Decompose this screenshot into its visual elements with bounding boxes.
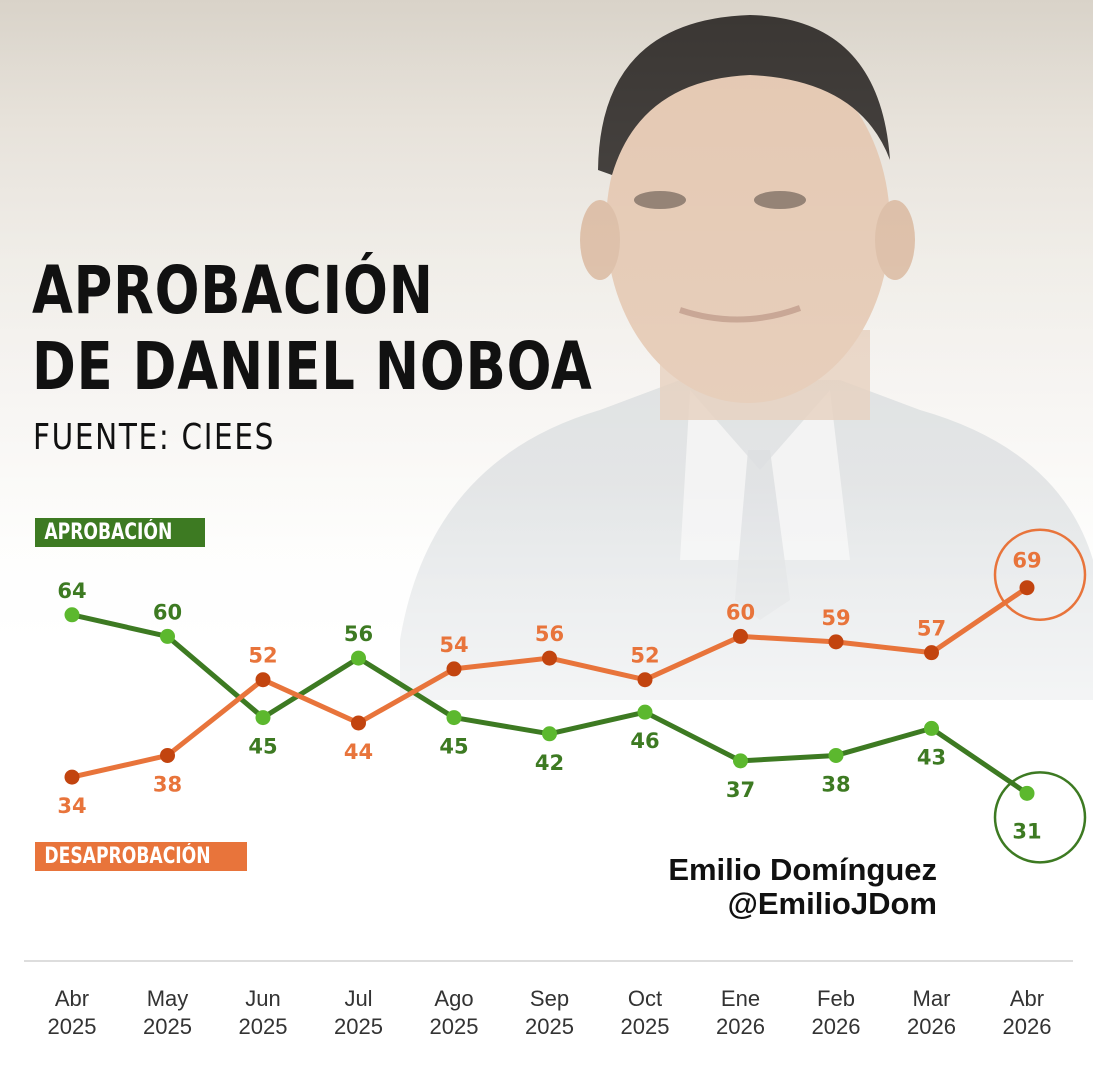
data-label-approval: 42: [535, 751, 564, 775]
x-tick-month: Jun: [245, 986, 280, 1011]
x-tick-year: 2026: [907, 1014, 956, 1039]
legend-approval: APROBACIÓN: [35, 518, 205, 547]
point-disapproval: [446, 661, 462, 677]
point-approval: [160, 628, 175, 644]
point-disapproval: [637, 672, 653, 688]
data-label-disapproval: 69: [1012, 549, 1041, 573]
x-tick-year: 2026: [812, 1014, 861, 1039]
x-tick-year: 2026: [1003, 1014, 1052, 1039]
data-label-disapproval: 54: [439, 633, 468, 657]
point-approval: [924, 720, 939, 736]
x-tick-month: Jul: [344, 986, 372, 1011]
point-disapproval: [542, 650, 557, 666]
highlight-ring-approval: [993, 771, 1087, 864]
data-label-approval: 37: [726, 778, 755, 802]
point-approval: [542, 726, 557, 742]
x-tick-year: 2025: [621, 1014, 670, 1039]
x-tick-year: 2025: [143, 1014, 192, 1039]
legend-disapproval: DESAPROBACIÓN: [35, 842, 247, 871]
x-tick-month: Abr: [55, 986, 89, 1011]
chart-title-line-1: APROBACIÓN: [32, 252, 434, 329]
data-label-approval: 38: [821, 772, 850, 796]
source-label: FUENTE: CIEES: [33, 417, 276, 458]
highlight-ring-disapproval: [993, 528, 1087, 621]
point-disapproval: [160, 747, 175, 763]
x-tick-month: May: [147, 986, 189, 1011]
point-disapproval: [828, 634, 844, 650]
legend-approval-label: APROBACIÓN: [44, 520, 173, 545]
x-tick-month: Abr: [1010, 986, 1044, 1011]
data-label-approval: 43: [917, 745, 946, 769]
point-disapproval: [733, 628, 748, 644]
data-label-disapproval: 52: [630, 644, 659, 668]
point-disapproval: [64, 769, 80, 785]
data-label-approval: 45: [439, 735, 468, 759]
x-tick-month: Ago: [434, 986, 473, 1011]
x-tick-year: 2025: [239, 1014, 288, 1039]
point-disapproval: [351, 715, 366, 731]
x-tick-year: 2026: [716, 1014, 765, 1039]
author-name: Emilio Domínguez: [668, 852, 937, 887]
data-label-approval: 64: [57, 579, 86, 603]
x-tick-month: Oct: [628, 986, 662, 1011]
data-label-approval: 60: [153, 600, 182, 624]
data-label-approval: 46: [630, 729, 659, 753]
chart-title-line-2: DE DANIEL NOBOA: [32, 328, 593, 405]
x-tick-month: Sep: [530, 986, 569, 1011]
point-approval: [446, 710, 462, 726]
x-tick-month: Mar: [913, 986, 951, 1011]
data-label-disapproval: 38: [153, 772, 182, 796]
data-label-disapproval: 34: [57, 794, 86, 818]
data-label-disapproval: 57: [917, 617, 946, 641]
x-tick-year: 2025: [48, 1014, 97, 1039]
point-approval: [64, 607, 80, 623]
point-approval: [1019, 785, 1035, 801]
data-label-approval: 31: [1012, 819, 1041, 843]
point-approval: [733, 753, 748, 769]
data-label-disapproval: 52: [248, 644, 277, 668]
x-tick-year: 2025: [525, 1014, 574, 1039]
x-tick-month: Feb: [817, 986, 855, 1011]
author-handle: @EmilioJDom: [727, 886, 937, 921]
point-approval: [637, 704, 653, 720]
legend-disapproval-label: DESAPROBACIÓN: [44, 844, 211, 869]
x-tick-year: 2025: [334, 1014, 383, 1039]
data-label-disapproval: 59: [821, 606, 850, 630]
point-disapproval: [1019, 580, 1035, 596]
series-line-disapproval: [69, 585, 1030, 780]
data-label-approval: 45: [248, 735, 277, 759]
data-label-disapproval: 60: [726, 600, 755, 624]
point-approval: [255, 710, 271, 726]
data-label-disapproval: 56: [535, 622, 564, 646]
x-tick-month: Ene: [721, 986, 760, 1011]
point-approval: [351, 650, 366, 666]
data-label-disapproval: 44: [344, 740, 373, 764]
point-approval: [828, 747, 844, 763]
point-disapproval: [924, 645, 939, 661]
data-label-approval: 56: [344, 622, 373, 646]
point-disapproval: [255, 672, 271, 688]
x-tick-year: 2025: [430, 1014, 479, 1039]
